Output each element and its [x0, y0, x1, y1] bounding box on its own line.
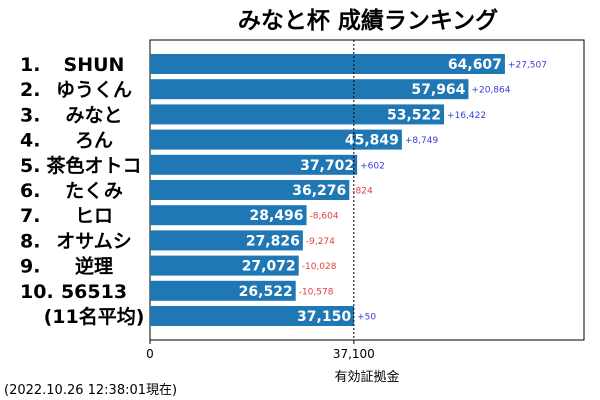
chart-title: みなと杯 成績ランキング [238, 7, 498, 34]
category-label: ゆうくん [56, 79, 132, 101]
category-label: みなと [65, 104, 122, 126]
category-label: SHUN [64, 54, 125, 76]
bar-value-label: 64,607 [448, 57, 502, 73]
delta-label: -8,604 [310, 212, 339, 222]
bar [150, 230, 303, 251]
bar-value-label: 36,276 [292, 183, 346, 199]
bar [150, 129, 402, 150]
category-label: オサムシ [56, 230, 132, 252]
rank-number: 8. [20, 230, 40, 252]
bar-value-label: 26,522 [239, 284, 293, 300]
category-label: 逆理 [75, 255, 113, 278]
bar-value-label: 37,702 [300, 158, 354, 174]
bar [150, 154, 358, 175]
category-label: 56513 [61, 281, 127, 303]
delta-label: +602 [360, 161, 385, 171]
bar [150, 180, 350, 200]
delta-label: -824 [352, 187, 373, 197]
rank-number: 1. [20, 54, 40, 76]
bars-layer [150, 54, 505, 326]
bar [150, 280, 296, 301]
labels-layer: 64,607 +27,507 1. SHUN 57,964 +20,864 2. ゆうくん 53… [20, 54, 547, 328]
bar [150, 255, 299, 276]
delta-label: -10,028 [302, 262, 337, 272]
x-tick-label: 37,100 [333, 347, 375, 361]
bar-value-label: 53,522 [387, 107, 441, 123]
rank-number: 6. [20, 180, 40, 202]
category-label: ヒロ [75, 205, 113, 227]
bar-value-label: 45,849 [345, 133, 399, 149]
bar [150, 306, 355, 326]
x-axis: 0 37,100 [146, 340, 375, 361]
bar [150, 104, 445, 125]
bar-value-label: 37,150 [297, 309, 351, 325]
rank-number: 5. [20, 155, 40, 177]
bar [150, 54, 505, 74]
rank-number: 7. [20, 205, 40, 227]
delta-label: +8,749 [405, 136, 439, 146]
rank-number: 2. [20, 79, 40, 101]
x-tick-label: 0 [146, 347, 154, 361]
rank-number: 9. [20, 256, 40, 278]
delta-label: +16,422 [447, 111, 486, 121]
bar [150, 79, 469, 100]
category-label: ろん [75, 130, 113, 152]
rank-number: 10. [20, 281, 54, 303]
delta-label: -9,274 [306, 237, 335, 247]
delta-label: +20,864 [471, 86, 510, 96]
category-label: たくみ [65, 180, 123, 202]
delta-label: +27,507 [508, 61, 547, 71]
rank-number: 3. [20, 104, 40, 126]
delta-label: +50 [357, 313, 376, 323]
rank-number: 4. [20, 130, 40, 152]
category-label: (11名平均) [44, 305, 145, 328]
bar [150, 205, 307, 226]
bar-value-label: 27,072 [242, 259, 296, 275]
timestamp: (2022.10.26 12:38:01現在) [4, 383, 177, 398]
delta-label: -10,578 [299, 287, 334, 297]
x-axis-label: 有効証拠金 [334, 369, 399, 385]
bar-value-label: 28,496 [250, 208, 304, 224]
category-label: 茶色オトコ [46, 154, 141, 177]
bar-value-label: 57,964 [411, 82, 465, 98]
bar-value-label: 27,826 [246, 233, 300, 249]
